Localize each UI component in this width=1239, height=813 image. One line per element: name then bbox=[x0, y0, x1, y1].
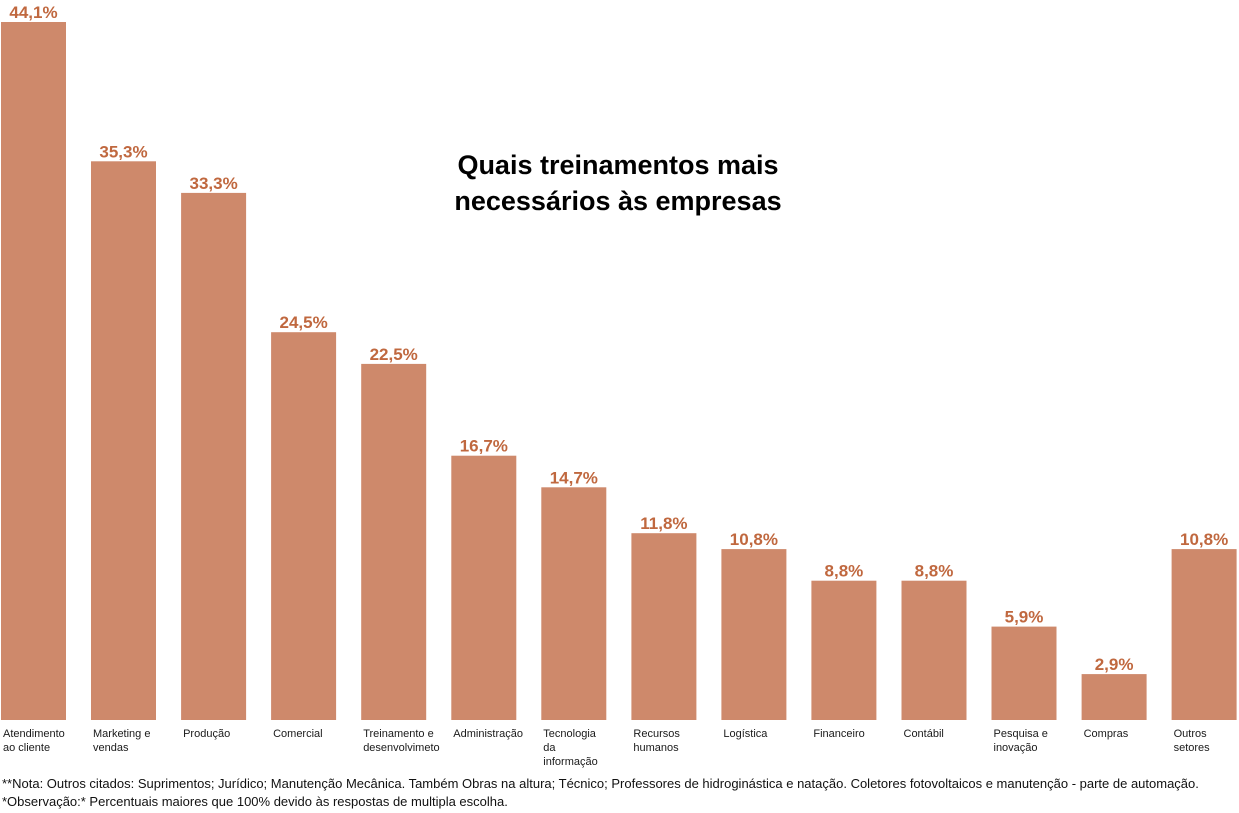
category-labels-group: Atendimento ao cliente Marketing e vendas Pr… bbox=[3, 728, 1210, 768]
bar-2 bbox=[181, 192, 247, 720]
bar-11 bbox=[991, 626, 1057, 720]
category-label-13: Outros setores bbox=[1174, 728, 1211, 754]
bar-9 bbox=[811, 580, 877, 720]
value-label-3: 24,5% bbox=[279, 313, 327, 332]
category-label-10: Contábil bbox=[904, 728, 944, 740]
category-label-12: Compras bbox=[1084, 728, 1129, 740]
bar-12 bbox=[1081, 674, 1147, 720]
category-label-9: Financeiro bbox=[813, 728, 864, 740]
value-label-10: 8,8% bbox=[915, 562, 954, 581]
value-label-4: 22,5% bbox=[370, 345, 418, 364]
value-label-9: 8,8% bbox=[825, 562, 864, 581]
value-label-0: 44,1% bbox=[9, 3, 57, 22]
category-label-5: Administração bbox=[453, 728, 523, 740]
value-label-11: 5,9% bbox=[1005, 608, 1044, 627]
value-label-8: 10,8% bbox=[730, 530, 778, 549]
category-label-1: Marketing e vendas bbox=[93, 728, 150, 754]
value-label-6: 14,7% bbox=[550, 468, 598, 487]
category-label-11: Pesquisa e inovação bbox=[994, 728, 1048, 754]
footnotes: **Nota: Outros citados: Suprimentos; Jur… bbox=[2, 775, 1237, 811]
category-label-3: Comercial bbox=[273, 728, 323, 740]
category-label-7: Recursos humanos bbox=[633, 728, 680, 754]
footnote-nota: **Nota: Outros citados: Suprimentos; Jur… bbox=[2, 776, 1199, 791]
category-label-0: Atendimento ao cliente bbox=[3, 728, 65, 754]
bar-1 bbox=[91, 161, 156, 721]
bars-group bbox=[1, 22, 1237, 721]
bar-10 bbox=[901, 580, 967, 720]
category-label-6: Tecnologia da informação bbox=[543, 728, 597, 768]
chart-title-line-1: Quais treinamentos mais bbox=[457, 150, 778, 180]
chart-title-line-2: necessários às empresas bbox=[454, 186, 781, 216]
bar-chart: Quais treinamentos mais necessários às e… bbox=[1, 3, 1237, 768]
bar-5 bbox=[451, 455, 517, 720]
value-label-5: 16,7% bbox=[460, 437, 508, 456]
value-label-7: 11,8% bbox=[640, 514, 687, 533]
bar-8 bbox=[721, 549, 787, 720]
value-label-12: 2,9% bbox=[1095, 655, 1134, 674]
bar-4 bbox=[361, 363, 427, 720]
category-label-4: Treinamento e desenvolvimeto bbox=[363, 728, 439, 754]
bar-0 bbox=[1, 22, 66, 720]
bar-13 bbox=[1171, 549, 1237, 720]
footnote-observacao: *Observação:* Percentuais maiores que 10… bbox=[2, 794, 508, 809]
category-label-8: Logística bbox=[723, 728, 768, 740]
value-label-13: 10,8% bbox=[1180, 530, 1228, 549]
value-label-2: 33,3% bbox=[189, 174, 237, 193]
category-label-2: Produção bbox=[183, 728, 230, 740]
value-labels-group: 44,1% 35,3% 33,3% 24,5% 22,5% 16,7% 14,7% 11,8%… bbox=[9, 3, 1228, 674]
bar-3 bbox=[271, 332, 337, 720]
bar-7 bbox=[631, 533, 697, 720]
value-label-1: 35,3% bbox=[99, 142, 147, 161]
bar-6 bbox=[541, 487, 607, 720]
